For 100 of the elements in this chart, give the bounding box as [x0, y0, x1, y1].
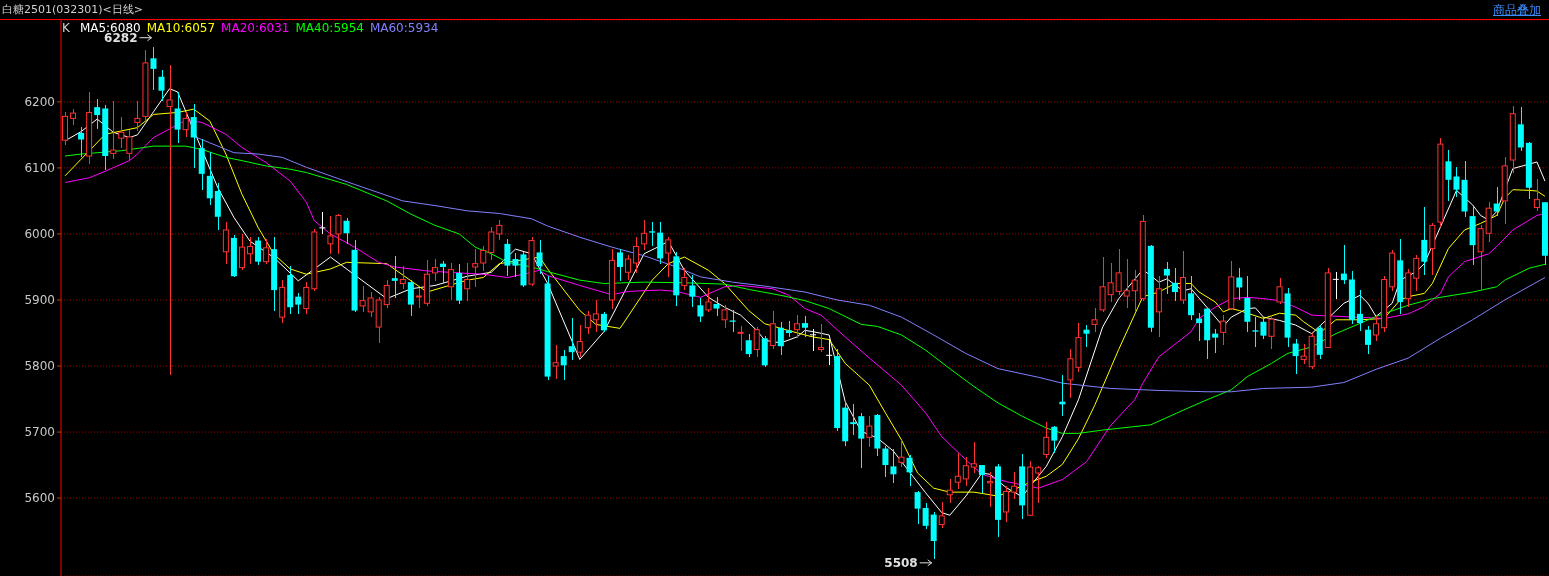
candlestick	[536, 239, 543, 275]
candlestick	[1517, 106, 1524, 152]
candlestick	[238, 233, 245, 271]
candlestick	[1356, 288, 1363, 332]
candlestick	[1421, 206, 1428, 276]
candlestick	[222, 221, 229, 265]
candlestick	[1429, 222, 1436, 276]
candlestick	[464, 262, 471, 302]
candlestick	[1276, 277, 1283, 305]
annotation: 5508	[884, 555, 918, 570]
candlestick	[158, 69, 165, 102]
candlestick	[1212, 328, 1219, 354]
candlestick	[440, 259, 447, 284]
candlestick	[753, 325, 760, 358]
candlestick	[110, 100, 117, 160]
candlestick	[295, 292, 302, 315]
chart-title: 白糖2501(032301)<日线>	[2, 2, 144, 17]
y-tick-label: 5700	[24, 425, 55, 440]
candlestick	[343, 217, 350, 245]
candlestick	[552, 344, 559, 380]
candlestick	[810, 328, 817, 352]
candlestick	[1332, 271, 1339, 300]
candlestick	[255, 236, 262, 266]
candlestick	[118, 115, 125, 149]
candlestick	[1011, 471, 1018, 500]
candlestick	[1236, 267, 1243, 302]
candlestick	[818, 323, 825, 353]
candlestick	[78, 126, 85, 158]
candlestick	[745, 333, 752, 358]
candlestick	[793, 314, 800, 339]
candlestick	[1244, 275, 1251, 333]
candlestick	[850, 403, 857, 436]
candlestick	[906, 454, 913, 487]
candlestick	[247, 236, 253, 265]
candlestick	[327, 215, 334, 255]
candlestick	[472, 248, 479, 288]
candlestick	[858, 412, 865, 469]
candlestick	[616, 248, 623, 282]
y-tick-label: 5800	[24, 359, 55, 374]
candlestick	[1268, 314, 1275, 350]
line-series	[64, 145, 1546, 434]
candlestick	[898, 439, 905, 468]
candlestick	[1365, 325, 1372, 355]
candlestick	[625, 254, 632, 281]
candlestick	[713, 296, 720, 317]
candlestick	[882, 445, 889, 479]
candlestick	[383, 279, 390, 309]
text: MA60:5934	[369, 21, 439, 35]
candlestick	[697, 297, 704, 323]
candlestick	[938, 500, 945, 529]
candlestick	[801, 315, 808, 339]
candlestick	[504, 238, 511, 277]
candlestick	[633, 236, 640, 275]
candlestick	[1035, 465, 1042, 504]
candlestick	[415, 287, 422, 309]
legend-title: K	[62, 21, 70, 35]
candlestick	[665, 236, 672, 278]
candlestick	[1533, 178, 1540, 212]
candlestick	[568, 317, 575, 361]
candlestick	[1300, 343, 1307, 365]
candlestick	[182, 111, 189, 138]
y-tick-label: 5600	[24, 491, 55, 506]
text: MA40:5954	[295, 21, 364, 35]
candlestick	[970, 441, 977, 475]
candlestick	[190, 103, 197, 169]
candlestick	[303, 281, 310, 315]
candlestick	[584, 310, 591, 335]
candlestick	[946, 478, 953, 504]
candlestick	[1260, 316, 1267, 340]
candlestick	[721, 304, 728, 329]
y-tick-label: 6100	[24, 161, 55, 176]
candlestick	[866, 415, 873, 448]
candlestick	[1373, 315, 1380, 343]
candlestick	[1252, 316, 1259, 348]
candlestick	[1131, 269, 1138, 312]
candlestick	[206, 151, 213, 206]
candlestick	[1445, 148, 1452, 202]
candlestick	[890, 448, 897, 484]
candlestick	[954, 452, 961, 490]
candlestick	[826, 338, 833, 366]
candlestick	[1051, 425, 1058, 454]
candlestick	[62, 111, 68, 146]
candlestick	[1180, 250, 1187, 306]
candlestick	[512, 252, 519, 278]
y-tick-label: 5900	[24, 293, 55, 308]
candlestick	[1043, 421, 1050, 459]
candlestick	[649, 220, 656, 247]
candlestick	[496, 218, 503, 241]
candlestick	[480, 245, 487, 272]
candlestick	[431, 257, 438, 282]
candlestick	[1453, 166, 1460, 198]
candlestick	[1196, 312, 1203, 342]
candlestick	[641, 219, 648, 251]
text: MA10:6057	[146, 21, 216, 35]
candlestick	[914, 490, 921, 525]
candlestick	[1163, 261, 1170, 295]
candlestick	[962, 456, 969, 487]
candlestick	[1083, 323, 1090, 348]
candlestick	[769, 310, 776, 350]
y-tick-label: 6200	[24, 95, 55, 110]
